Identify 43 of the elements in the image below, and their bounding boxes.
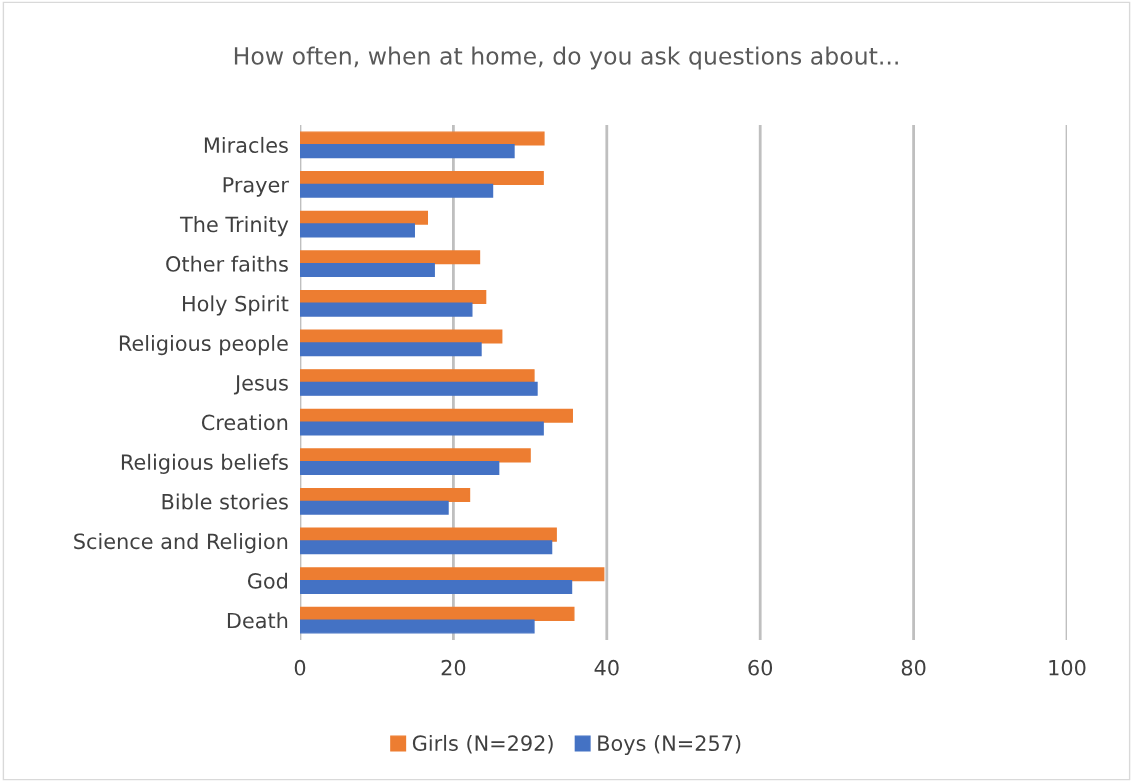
y-tick-label: God [247,572,287,589]
y-tick-label: The Trinity [179,216,289,237]
y-tick-label: Religious beliefs [121,453,288,474]
bar [300,250,481,265]
y-tick-label: Prayer [223,177,289,197]
x-tick-label: 20 [441,659,466,676]
bar [300,381,538,396]
bar [300,183,494,198]
y-tick-label: Other faiths [166,255,288,272]
legend-label: Girls (N=292) [412,734,553,754]
x-tick-label: 40 [594,659,619,676]
bar [300,144,515,159]
bar [300,302,473,317]
bar [300,461,500,476]
bar [300,289,487,304]
x-tick-label: 60 [748,659,773,676]
bar [300,619,535,634]
legend-label: Boys (N=257) [598,734,741,756]
y-tick-label: Holy Spirit [183,295,289,316]
bar [300,500,449,515]
y-tick-label: Science and Religion [74,533,288,554]
bar [300,342,482,357]
bar [300,540,553,555]
bar [300,421,544,436]
x-tick-label: 80 [901,659,926,676]
chart-title: How often, when at home, do you ask questions about... [234,46,898,70]
bar [300,223,415,238]
bar [300,131,545,146]
bar [300,171,544,186]
y-tick-label: Religious people [119,334,288,356]
y-tick-label: Miracles [204,136,288,154]
y-tick-label: Bible stories [162,493,288,510]
bar [300,487,471,503]
x-tick-label: 0 [294,659,306,676]
y-tick-label: Death [227,612,288,629]
bar [300,567,605,582]
x-tick-label: 100 [1049,659,1086,676]
bar [300,448,531,463]
bar [300,579,573,594]
bar [300,369,535,384]
bar [300,262,435,278]
y-tick-label: Creation [201,414,288,431]
y-tick-label: Jesus [233,375,288,395]
